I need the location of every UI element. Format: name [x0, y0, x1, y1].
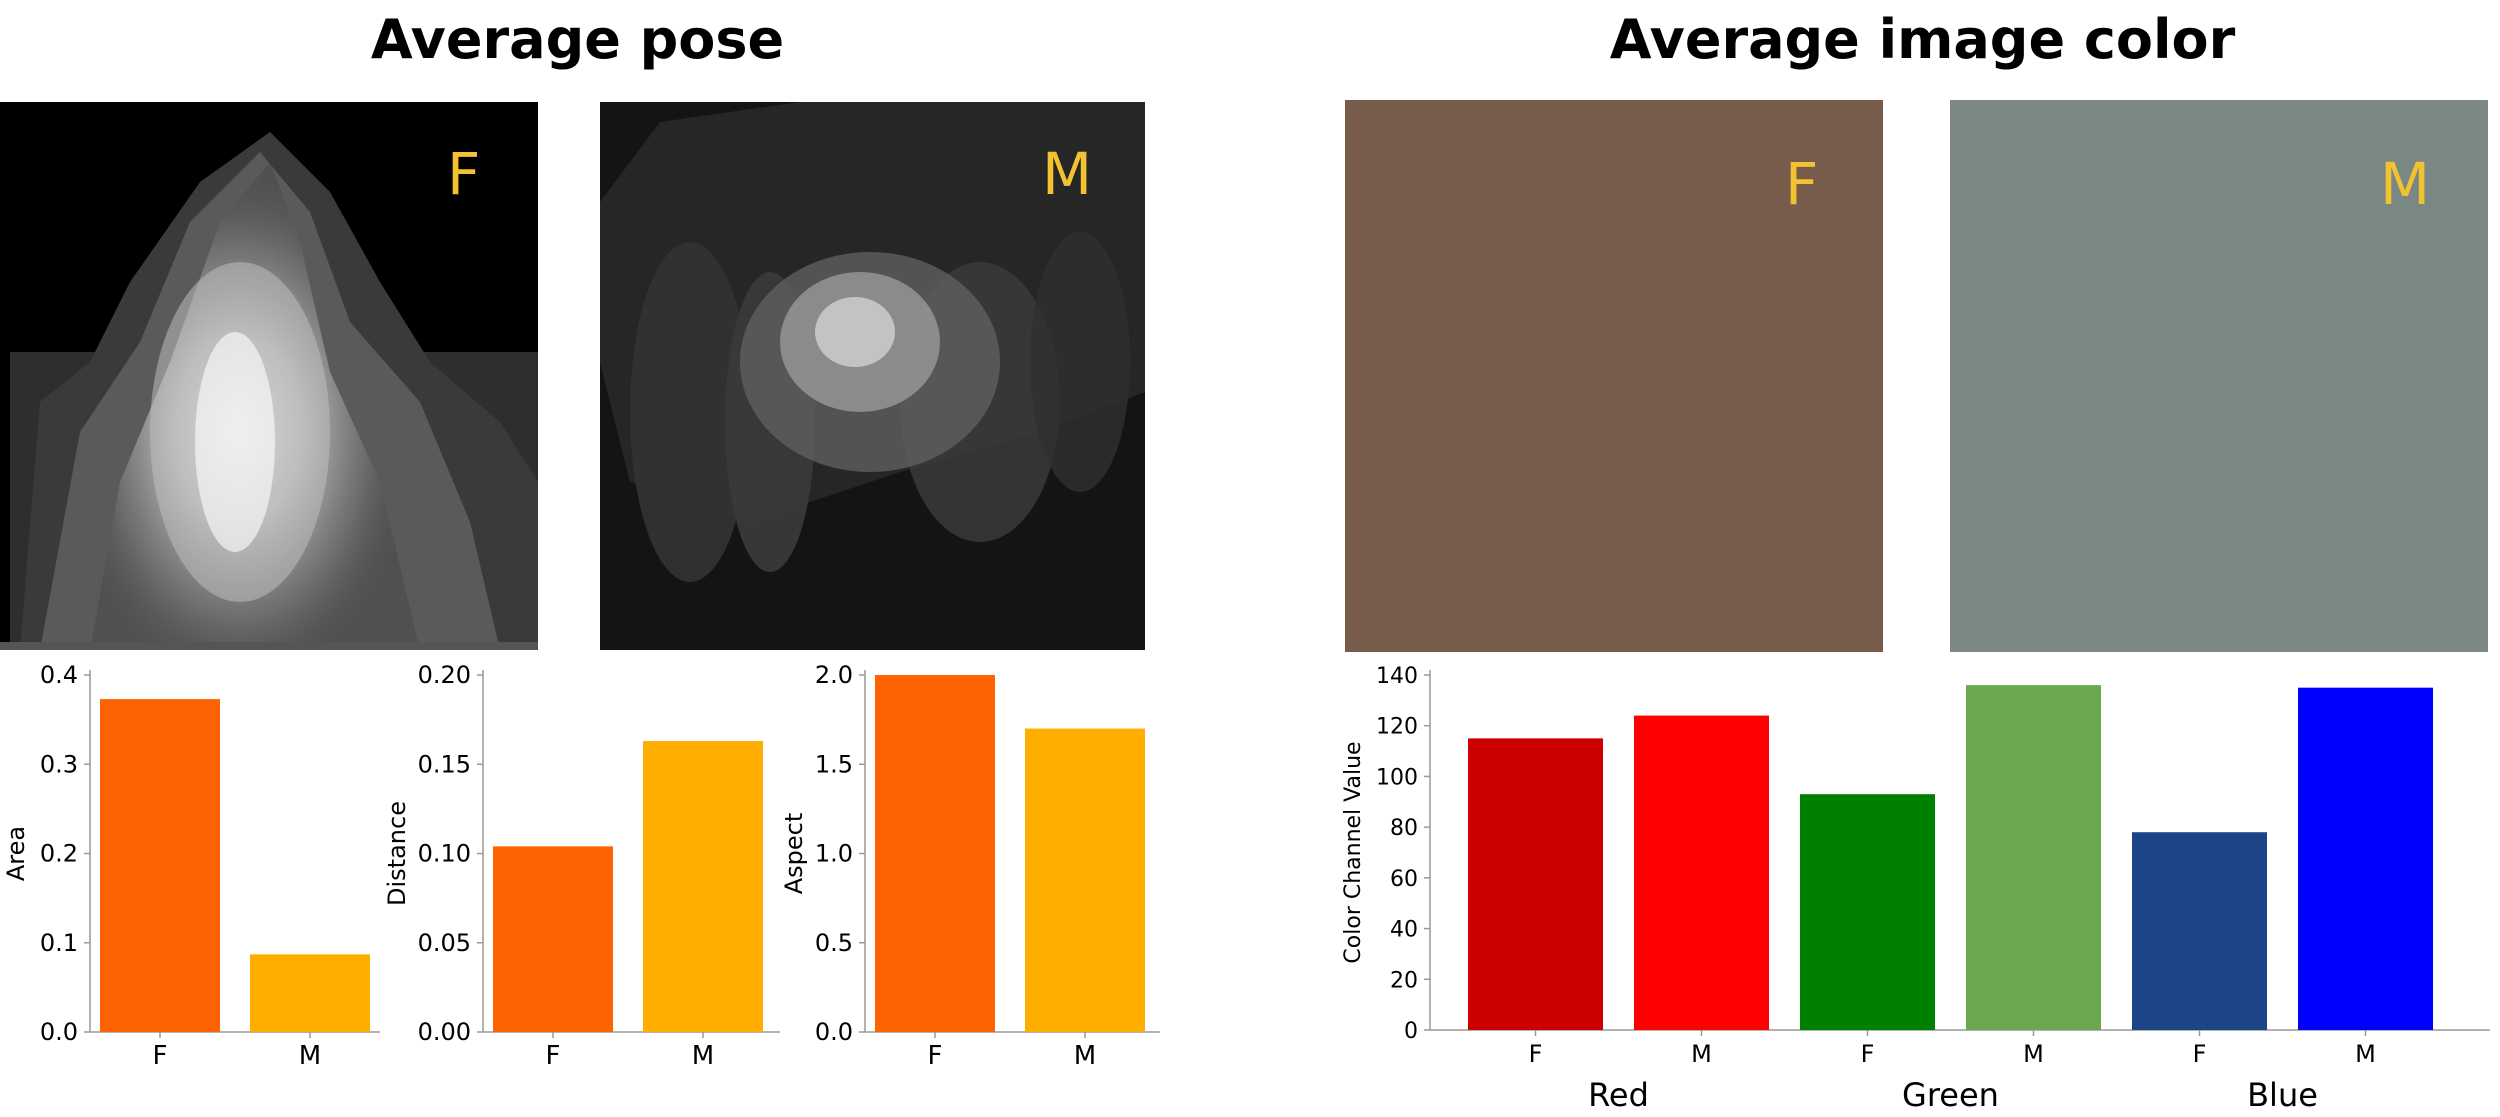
bar	[1800, 794, 1935, 1030]
pose-image-female: F	[0, 102, 538, 650]
y-tick-label: 2.0	[815, 661, 853, 689]
y-tick-label: 1.0	[815, 840, 853, 868]
x-tick-label: F	[2193, 1040, 2207, 1068]
color-label-female: F	[1785, 150, 1819, 218]
x-tick-label: F	[1861, 1040, 1875, 1068]
y-tick-label: 0.05	[418, 929, 471, 957]
x-tick-label: F	[928, 1041, 943, 1071]
y-tick-label: 0.0	[815, 1018, 853, 1046]
pose-silhouette-male	[600, 102, 1145, 650]
y-tick-label: 0.15	[418, 750, 471, 778]
color-swatch-male: M	[1950, 100, 2488, 652]
color-label-male: M	[2380, 150, 2431, 218]
pose-label-male: M	[1042, 140, 1093, 208]
y-tick-label: 0.1	[40, 929, 78, 957]
y-tick-label: 100	[1376, 765, 1418, 790]
y-tick-label: 60	[1390, 867, 1418, 892]
x-tick-label: M	[2355, 1040, 2376, 1068]
y-tick-label: 140	[1376, 664, 1418, 689]
y-tick-label: 0.4	[40, 661, 78, 689]
x-tick-label: M	[1691, 1040, 1712, 1068]
y-tick-label: 1.5	[815, 750, 853, 778]
bar	[493, 846, 613, 1032]
pose-silhouette-female	[0, 132, 538, 650]
distance-bar-chart: 0.00 0.05 0.10 0.15 0.20 Distance F M	[383, 661, 780, 1071]
bar	[100, 699, 220, 1032]
y-tick-label: 80	[1390, 816, 1418, 841]
y-tick-label: 0.5	[815, 929, 853, 957]
group-label: Blue	[2247, 1076, 2318, 1114]
y-tick-label: 20	[1390, 968, 1418, 993]
color-channel-bar-chart: 0 20 40 60 80 100 120 140 Color Channel Value F M F…	[1341, 664, 2490, 1114]
y-axis-label: Area	[2, 826, 30, 881]
x-tick-label: M	[692, 1041, 714, 1071]
y-axis-label: Color Channel Value	[1341, 741, 1366, 963]
y-tick-label: 0.2	[40, 840, 78, 868]
pose-section-title: Average pose	[370, 8, 785, 71]
y-tick-label: 0.0	[40, 1018, 78, 1046]
y-tick-label: 0.00	[418, 1018, 471, 1046]
bar	[1468, 738, 1603, 1030]
color-swatch-female: F	[1345, 100, 1883, 652]
bar	[1966, 685, 2101, 1030]
y-axis-label: Aspect	[780, 813, 808, 895]
bar	[643, 741, 763, 1032]
bar	[1634, 715, 1769, 1030]
bar	[2132, 832, 2267, 1030]
y-axis-label: Distance	[383, 801, 411, 906]
y-tick-label: 0.3	[40, 750, 78, 778]
area-bar-chart: 0.0 0.1 0.2 0.3 0.4 Area F M	[2, 661, 380, 1071]
y-tick-label: 40	[1390, 918, 1418, 943]
y-tick-label: 0.10	[418, 840, 471, 868]
x-tick-label: F	[546, 1041, 561, 1071]
group-label: Green	[1902, 1076, 1999, 1114]
y-tick-label: 0	[1404, 1019, 1418, 1044]
x-tick-label: F	[153, 1041, 168, 1071]
bar	[250, 954, 370, 1032]
aspect-bar-chart: 0.0 0.5 1.0 1.5 2.0 Aspect F M	[780, 661, 1160, 1071]
bar	[2298, 687, 2433, 1030]
x-tick-label: M	[299, 1041, 321, 1071]
y-tick-label: 120	[1376, 715, 1418, 740]
bar	[1025, 728, 1145, 1032]
x-tick-label: M	[1074, 1041, 1096, 1071]
x-tick-label: F	[1529, 1040, 1543, 1068]
pose-image-male: M	[600, 102, 1145, 650]
y-tick-label: 0.20	[418, 661, 471, 689]
x-tick-label: M	[2023, 1040, 2044, 1068]
pose-label-female: F	[447, 140, 481, 208]
group-label: Red	[1588, 1076, 1649, 1114]
bar	[875, 675, 995, 1032]
color-section-title: Average image color	[1609, 8, 2236, 71]
